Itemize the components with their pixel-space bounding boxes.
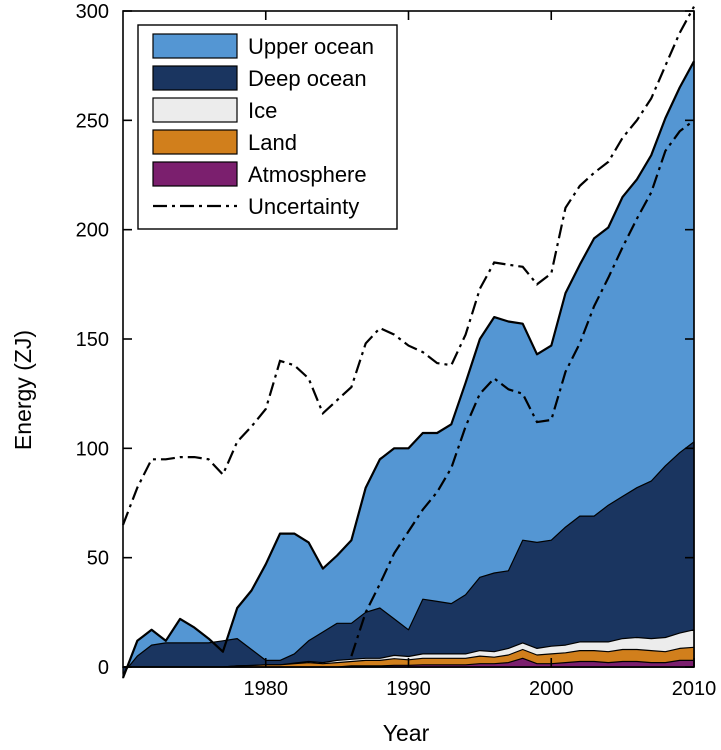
- y-tick-label: 200: [76, 220, 109, 242]
- legend-label-atmosphere: Atmosphere: [248, 162, 367, 187]
- x-tick-label: 1980: [244, 678, 289, 700]
- legend-swatch-upper-ocean: [152, 33, 238, 59]
- y-tick-label: 250: [76, 110, 109, 132]
- legend-label-deep-ocean: Deep ocean: [248, 66, 367, 91]
- uncertainty-upper-line: [121, 6, 695, 526]
- uncertainty-layer: [121, 6, 695, 657]
- axes-layer: 0 50 100 150 200 250 300 1980 1990 2000 2010: [76, 1, 717, 700]
- legend-swatch-land: [152, 129, 238, 155]
- x-tick-label: 2010: [672, 678, 717, 700]
- y-axis-title: Energy (ZJ): [10, 330, 36, 450]
- x-tick-label: 2000: [529, 678, 574, 700]
- total-outline: [121, 60, 695, 679]
- legend-label-ice: Ice: [248, 98, 277, 123]
- y-tick-label: 300: [76, 1, 109, 23]
- legend-swatch-ice: [152, 97, 238, 123]
- legend-swatch-deep-ocean: [152, 65, 238, 91]
- legend-label-upper-ocean: Upper ocean: [248, 34, 374, 59]
- y-tick-label: 100: [76, 438, 109, 460]
- x-axis-title: Year: [383, 720, 430, 746]
- legend: Upper ocean Deep ocean Ice Land Atmosphere Un…: [137, 24, 398, 230]
- y-tick-label: 0: [98, 657, 109, 679]
- x-tick-label: 1990: [386, 678, 431, 700]
- legend-box: [137, 24, 398, 230]
- uncertainty-lower-line: [350, 119, 695, 657]
- y-tick-label: 50: [87, 548, 109, 570]
- legend-swatch-atmosphere: [152, 161, 238, 187]
- area-deep-ocean: [122, 441, 695, 675]
- legend-label-land: Land: [248, 130, 297, 155]
- y-tick-label: 150: [76, 329, 109, 351]
- legend-label-uncertainty: Uncertainty: [248, 194, 359, 219]
